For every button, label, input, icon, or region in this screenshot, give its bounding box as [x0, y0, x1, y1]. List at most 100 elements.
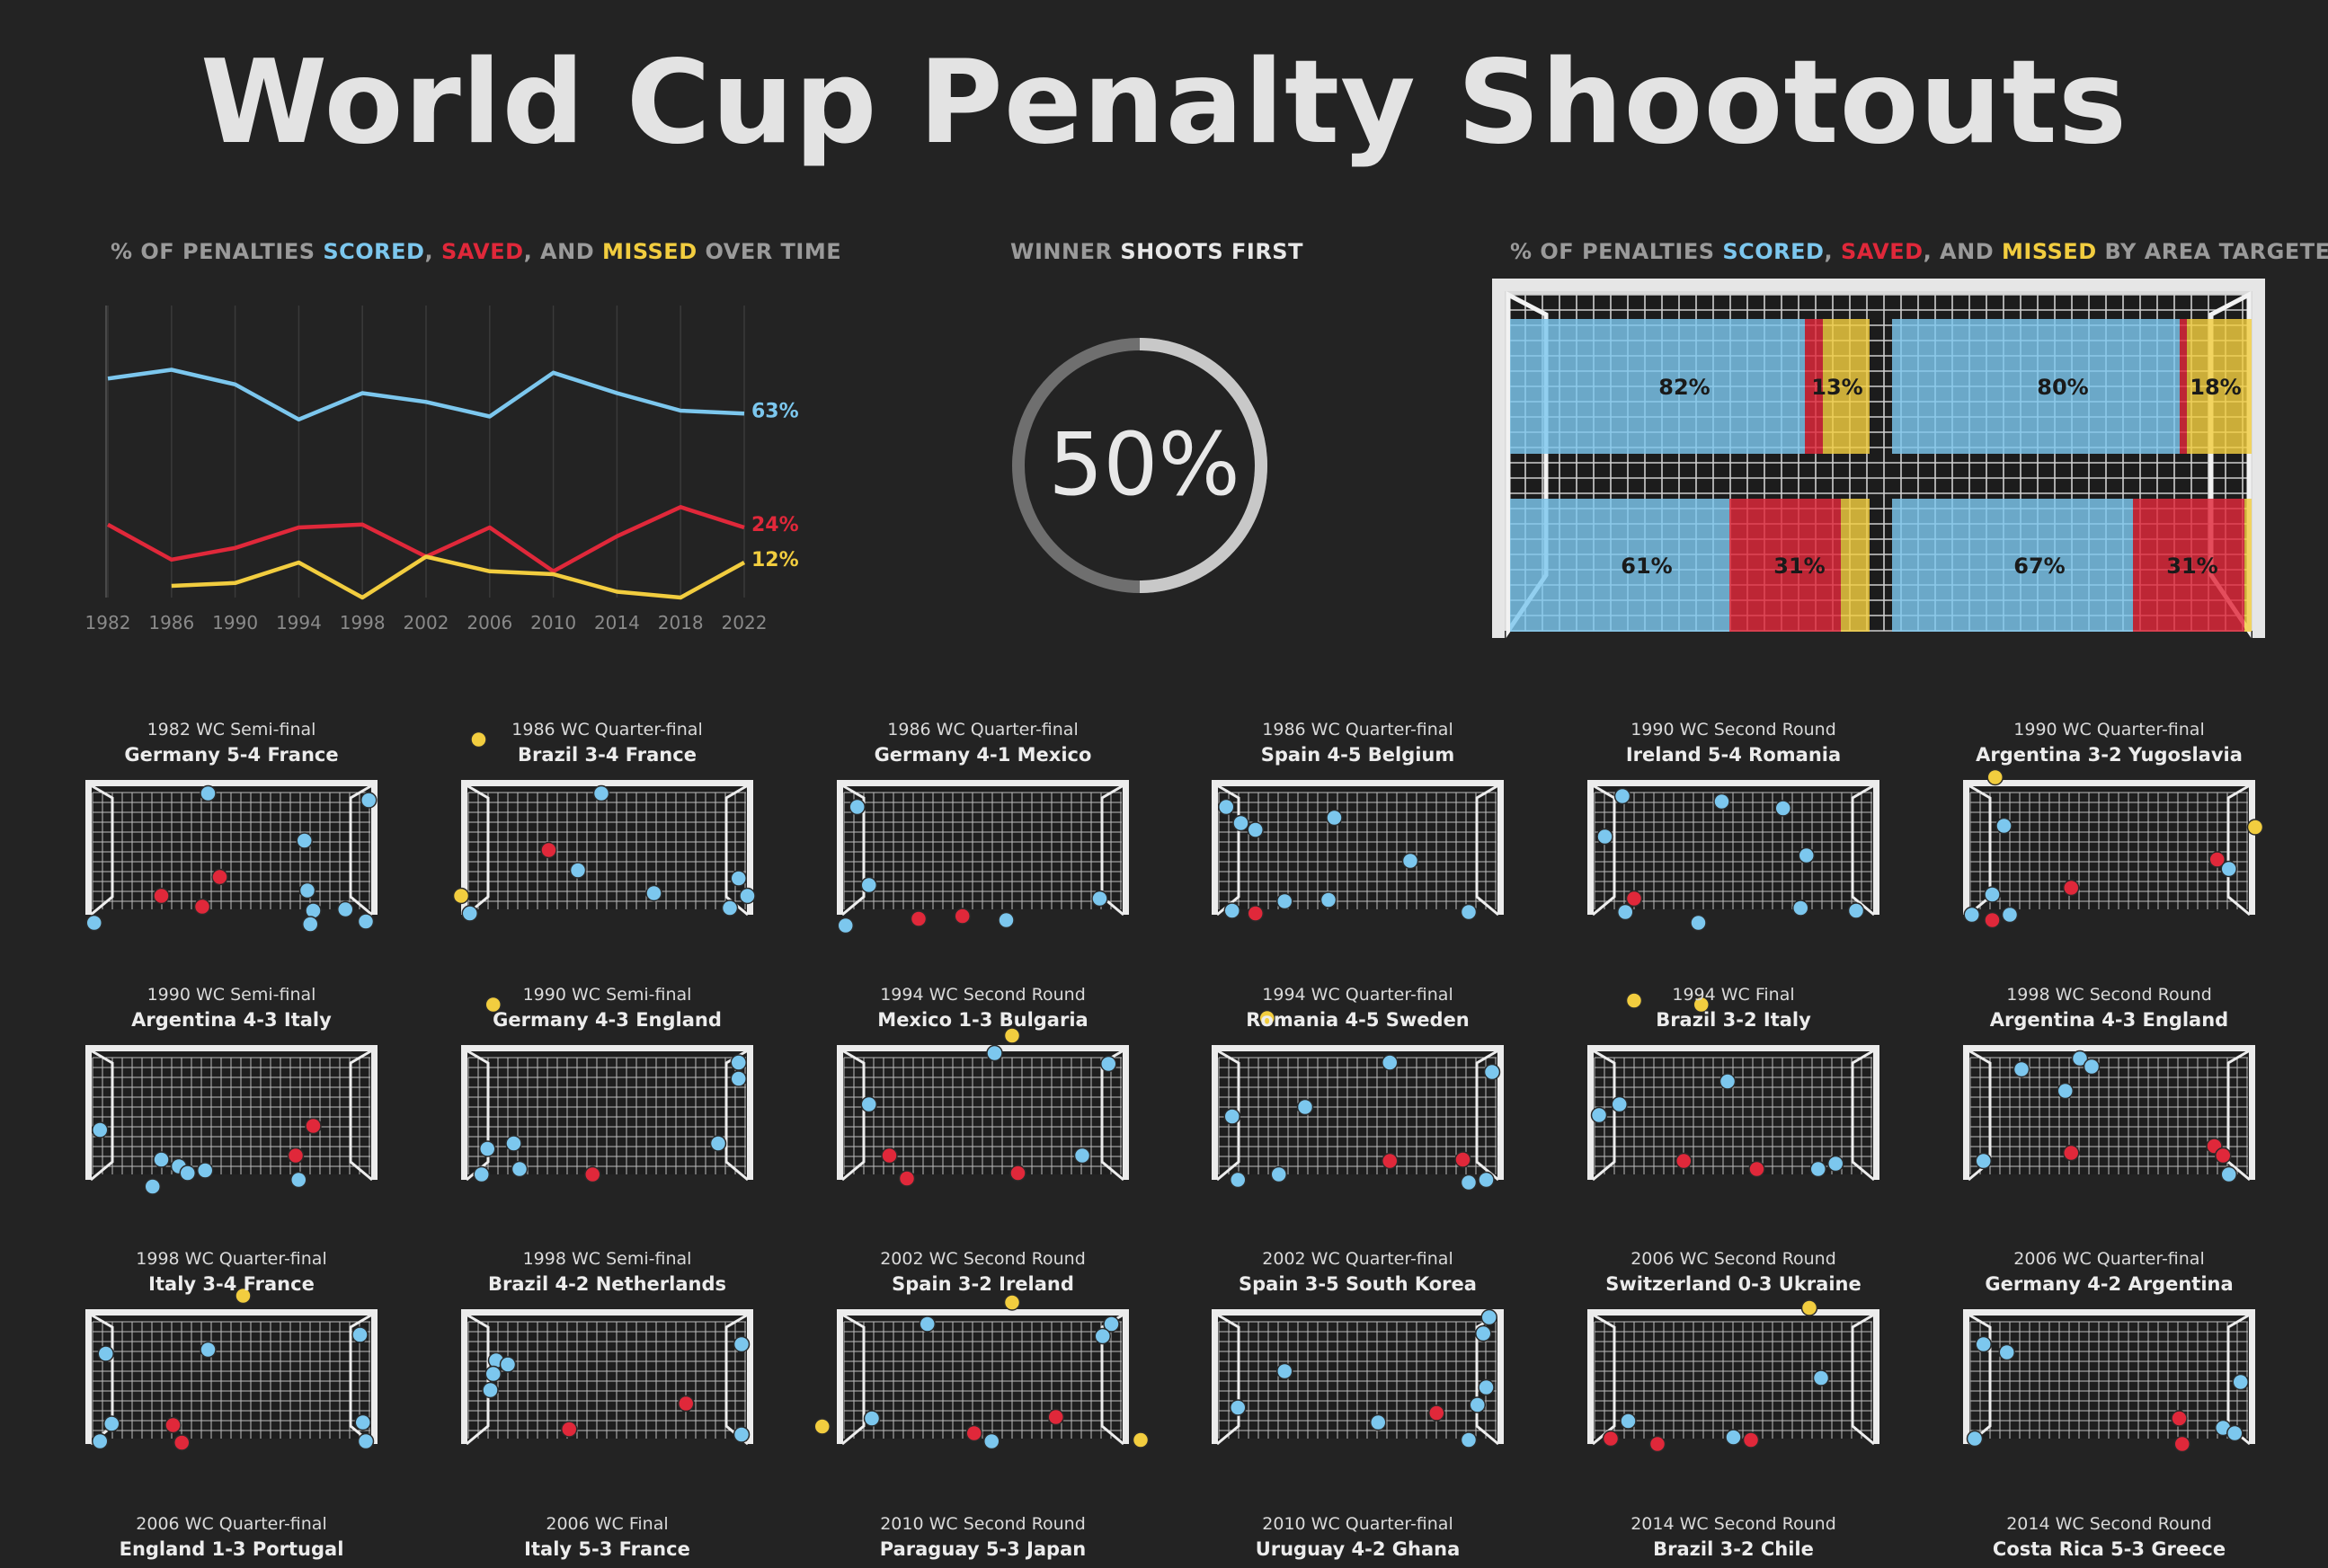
side-net-left — [1592, 1313, 1616, 1446]
goal-crossbar — [1492, 279, 2265, 291]
shot-dot-scored — [1613, 787, 1631, 805]
x-tick-label: 1998 — [340, 612, 386, 633]
shot-dot-saved — [540, 841, 557, 859]
side-net-right — [1475, 1313, 1499, 1446]
mini-goal — [1963, 780, 2255, 917]
shot-dot-saved — [2206, 1138, 2223, 1155]
donut-chart: 50% — [1012, 338, 1267, 593]
post-right — [747, 780, 753, 915]
shot-dot-scored — [2220, 860, 2237, 878]
mini-goal-interior — [468, 1052, 746, 1174]
shot-dot-scored — [1223, 902, 1240, 919]
series-line-scored — [107, 368, 745, 422]
mini-goal — [1587, 1045, 1879, 1182]
shot-dot-saved — [1648, 1435, 1666, 1453]
area-label: 13% — [1811, 375, 1862, 400]
by-area-heading: % OF PENALTIES SCORED, SAVED, AND MISSED… — [1510, 239, 2328, 264]
shot-dot-scored — [1370, 1413, 1387, 1431]
mini-goal-interior — [93, 1052, 370, 1174]
mini-goal-interior — [844, 787, 1122, 909]
shot-dot-missed — [1132, 1431, 1150, 1448]
side-net-left — [1968, 784, 1992, 917]
mini-goal-interior — [468, 787, 746, 909]
mini-goal-interior — [844, 1052, 1122, 1174]
shot-dot-scored — [461, 905, 478, 922]
shot-dot-saved — [1625, 890, 1643, 908]
post-right — [1497, 1045, 1504, 1180]
shot-dot-scored — [1827, 1155, 1844, 1173]
side-net-right — [1100, 1049, 1124, 1182]
mini-goal-interior — [1219, 787, 1497, 909]
shot-dot-scored — [1276, 892, 1293, 910]
shot-dot-scored — [1270, 1165, 1287, 1183]
area-seg-missed — [2187, 319, 2252, 454]
post-left — [1587, 1045, 1594, 1180]
post-right — [2249, 1309, 2255, 1444]
side-net-right — [1475, 1049, 1499, 1182]
shot-dot-scored — [1460, 1431, 1478, 1448]
match-score: Mexico 1-3 Bulgaria — [877, 1009, 1088, 1031]
match-score: Argentina 4-3 Italy — [131, 1009, 332, 1031]
shot-dot-scored — [1480, 1308, 1497, 1326]
post-right — [1123, 1045, 1129, 1180]
mini-goal-interior — [1595, 1316, 1872, 1439]
heading-text: , — [1824, 239, 1841, 264]
side-net-right — [349, 1049, 373, 1182]
side-net-left — [90, 1313, 114, 1446]
crossbar — [1212, 1045, 1504, 1051]
shot-dot-scored — [986, 1044, 1003, 1062]
crossbar — [1587, 1045, 1879, 1051]
shot-dot-scored — [1319, 891, 1337, 908]
side-net-left — [1216, 1049, 1240, 1182]
side-net-right — [2226, 1313, 2251, 1446]
shot-dot-scored — [1230, 1171, 1247, 1189]
heading-scored: SCORED — [1722, 239, 1825, 264]
shot-dot-saved — [1428, 1404, 1445, 1422]
match-round: 1994 WC Quarter-final — [1262, 985, 1453, 1005]
match-round: 2010 WC Second Round — [880, 1514, 1086, 1534]
crossbar — [1963, 1045, 2255, 1051]
heading-missed: MISSED — [2002, 239, 2097, 264]
crossbar — [1963, 780, 2255, 786]
shot-dot-saved — [305, 1117, 322, 1135]
shot-dot-scored — [298, 881, 316, 899]
shot-dot-scored — [92, 1121, 109, 1138]
shot-dot-scored — [2220, 1165, 2237, 1183]
post-right — [1873, 1045, 1879, 1180]
crossbar — [837, 1045, 1129, 1051]
shot-dot-scored — [1719, 1073, 1737, 1090]
mini-goal — [837, 1309, 1129, 1446]
shot-dot-scored — [863, 1410, 881, 1427]
match-score: Argentina 3-2 Yugoslavia — [1976, 744, 2243, 766]
match-score: Spain 4-5 Belgium — [1260, 744, 1455, 766]
area-seg-saved — [1729, 499, 1841, 632]
donut-arc — [1139, 338, 1267, 593]
shot-dot-missed — [452, 887, 470, 905]
shot-dot-scored — [849, 798, 866, 816]
post-right — [1123, 780, 1129, 915]
match-score: Ireland 5-4 Romania — [1625, 744, 1842, 766]
shot-dot-scored — [1975, 1152, 1992, 1170]
shot-dot-scored — [1218, 798, 1235, 816]
area-seg-scored — [1892, 499, 2133, 632]
mini-goal — [1587, 1309, 1879, 1446]
shot-dot-saved — [2063, 1144, 2080, 1162]
side-net-right — [1851, 1049, 1875, 1182]
post-right — [747, 1309, 753, 1444]
shot-dot-scored — [1963, 906, 1980, 924]
shot-dot-scored — [2071, 1050, 2089, 1067]
post-left — [1963, 1045, 1969, 1180]
shot-dot-scored — [200, 1341, 217, 1359]
shot-dot-scored — [592, 784, 610, 802]
match-round: 2014 WC Second Round — [1630, 1514, 1836, 1534]
shot-dot-scored — [733, 1426, 751, 1443]
match-round: 1990 WC Second Round — [1630, 720, 1836, 740]
shot-dot-scored — [85, 914, 102, 932]
shot-dot-scored — [739, 887, 756, 905]
end-label-scored: 63% — [751, 400, 799, 422]
area-label: 80% — [2037, 375, 2088, 400]
shot-dot-saved — [1984, 911, 2001, 929]
over-time-heading: % OF PENALTIES SCORED, SAVED, AND MISSED… — [111, 239, 841, 264]
shot-dot-saved — [173, 1434, 191, 1451]
